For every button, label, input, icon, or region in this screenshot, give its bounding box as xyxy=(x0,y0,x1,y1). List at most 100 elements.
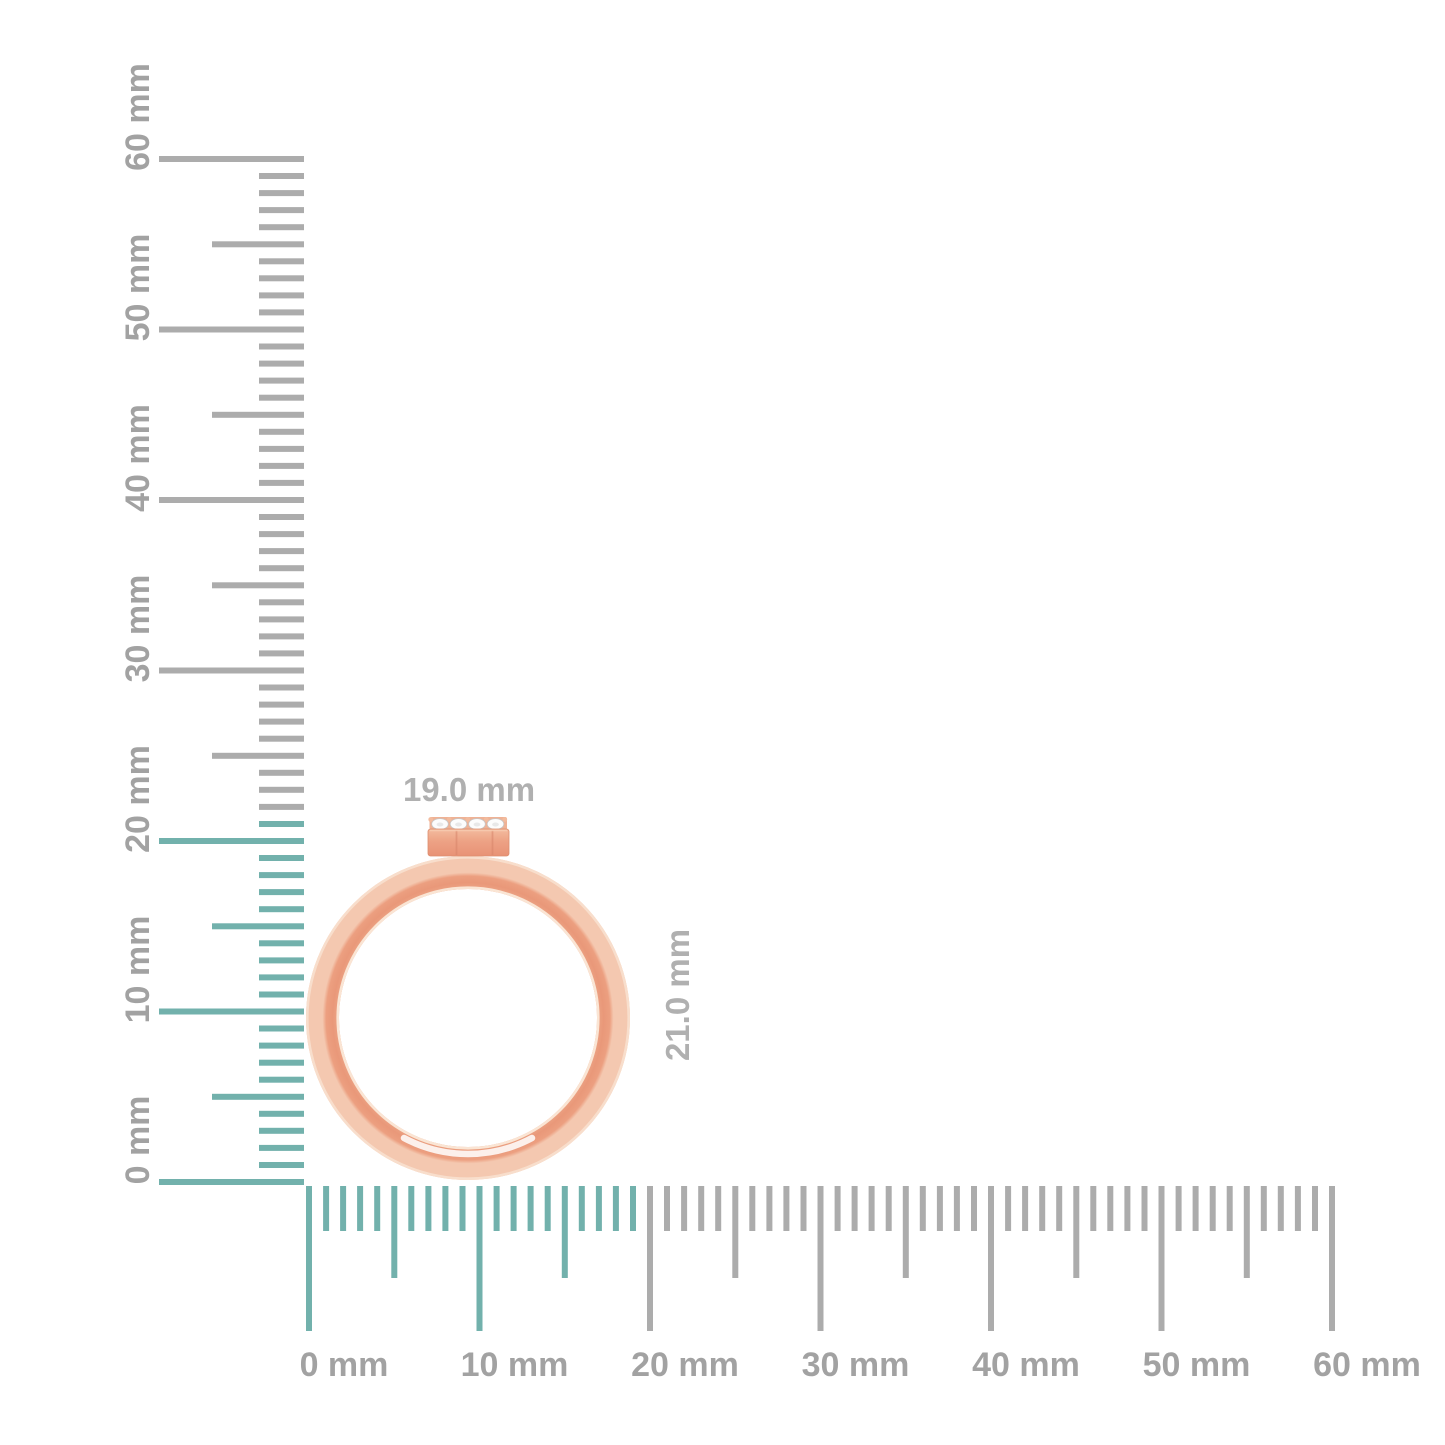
ruler-tick-horizontal-50mm xyxy=(1158,1186,1165,1331)
ruler-tick-horizontal-46mm xyxy=(1090,1186,1097,1231)
ruler-tick-vertical-30mm xyxy=(159,667,304,674)
ruler-tick-horizontal-33mm xyxy=(868,1186,875,1231)
ruler-tick-horizontal-35mm xyxy=(902,1186,909,1278)
vertical-ruler-label-30mm: 30 mm xyxy=(119,575,157,683)
ruler-tick-horizontal-44mm xyxy=(1056,1186,1063,1231)
prong-1 xyxy=(446,817,452,822)
ruler-tick-horizontal-36mm xyxy=(919,1186,926,1231)
vertical-ruler-label-20mm: 20 mm xyxy=(119,745,157,853)
diamond-facet-1 xyxy=(436,822,444,827)
horizontal-ruler-label-50mm: 50 mm xyxy=(1143,1346,1251,1384)
ruler-tick-vertical-3mm xyxy=(259,1127,304,1134)
ring-head xyxy=(427,817,510,857)
ruler-tick-vertical-6mm xyxy=(259,1076,304,1083)
diamond-facet-3 xyxy=(473,822,481,827)
ruler-tick-vertical-46mm xyxy=(259,394,304,401)
ruler-tick-vertical-42mm xyxy=(259,462,304,469)
ruler-tick-vertical-16mm xyxy=(259,906,304,913)
ruler-tick-horizontal-5mm xyxy=(391,1186,398,1278)
ruler-tick-vertical-10mm xyxy=(159,1008,304,1015)
ruler-tick-vertical-9mm xyxy=(259,1025,304,1032)
ruler-tick-horizontal-12mm xyxy=(510,1186,517,1231)
ruler-tick-vertical-48mm xyxy=(259,360,304,367)
ruler-tick-horizontal-30mm xyxy=(817,1186,824,1331)
ruler-tick-horizontal-21mm xyxy=(664,1186,670,1231)
ruler-tick-horizontal-27mm xyxy=(766,1186,773,1231)
ruler-tick-vertical-25mm xyxy=(212,752,304,759)
width-dimension-label: 19.0 mm xyxy=(403,771,535,808)
vertical-ruler-label-0mm: 0 mm xyxy=(119,1096,157,1185)
ruler-tick-horizontal-22mm xyxy=(681,1186,688,1231)
ring-band-bottom-highlight xyxy=(400,1134,536,1158)
dimension-annotations: 19.0 mm 21.0 mm xyxy=(403,771,696,1061)
diamond-facet-4 xyxy=(492,822,499,827)
ruler-tick-horizontal-59mm xyxy=(1312,1186,1318,1231)
ruler-tick-vertical-35mm xyxy=(212,582,304,589)
ruler-tick-horizontal-24mm xyxy=(715,1186,722,1231)
vertical-ruler-label-10mm: 10 mm xyxy=(119,916,157,1024)
ruler-tick-vertical-38mm xyxy=(259,531,304,538)
ruler-tick-vertical-59mm xyxy=(259,173,304,179)
ruler-tick-horizontal-14mm xyxy=(544,1186,551,1231)
horizontal-ruler-label-0mm: 0 mm xyxy=(300,1346,389,1384)
ruler-tick-vertical-13mm xyxy=(259,957,304,964)
ruler-tick-vertical-43mm xyxy=(259,445,304,452)
ruler-tick-horizontal-54mm xyxy=(1226,1186,1233,1231)
ring-band-outer-rim xyxy=(305,855,630,1180)
diamond-facet-2 xyxy=(455,822,462,827)
ruler-tick-horizontal-8mm xyxy=(442,1186,449,1231)
ruler-tick-vertical-27mm xyxy=(259,718,304,725)
ruler-tick-vertical-20mm xyxy=(159,838,304,844)
ruler-tick-horizontal-23mm xyxy=(698,1186,705,1231)
ruler-tick-vertical-14mm xyxy=(259,940,304,947)
ruler-tick-horizontal-1mm xyxy=(323,1186,330,1231)
ruler-tick-vertical-15mm xyxy=(212,923,304,930)
ruler-tick-vertical-60mm xyxy=(159,156,304,162)
ruler-tick-vertical-18mm xyxy=(259,872,304,879)
horizontal-ruler-label-20mm: 20 mm xyxy=(631,1346,739,1384)
ruler-tick-horizontal-42mm xyxy=(1022,1186,1029,1231)
ruler-tick-vertical-37mm xyxy=(259,548,304,555)
prong-2 xyxy=(465,817,471,822)
ruler-tick-vertical-4mm xyxy=(259,1110,304,1117)
ruler-tick-vertical-36mm xyxy=(259,565,304,572)
ruler-tick-vertical-50mm xyxy=(159,326,304,333)
ring-band-inner-rim xyxy=(336,886,600,1150)
vertical-ruler-labels: 0 mm 10 mm 20 mm 30 mm 40 mm 50 mm 60 mm xyxy=(119,63,157,1184)
ring-band xyxy=(306,856,630,1180)
ruler-tick-horizontal-25mm xyxy=(732,1186,739,1278)
horizontal-ruler-labels: 0 mm 10 mm 20 mm 30 mm 40 mm 50 mm 60 mm xyxy=(300,1346,1421,1384)
ruler-tick-horizontal-2mm xyxy=(340,1186,347,1231)
vertical-ruler-label-50mm: 50 mm xyxy=(119,234,157,342)
ruler-tick-vertical-58mm xyxy=(259,190,304,197)
ruler-tick-vertical-51mm xyxy=(259,309,304,316)
ruler-tick-horizontal-16mm xyxy=(578,1186,585,1231)
ruler-tick-vertical-56mm xyxy=(259,224,304,231)
ruler-tick-horizontal-40mm xyxy=(988,1186,994,1331)
ruler-tick-vertical-17mm xyxy=(259,889,304,896)
ruler-tick-vertical-32mm xyxy=(259,633,304,640)
ruler-tick-horizontal-32mm xyxy=(851,1186,858,1231)
ruler-tick-horizontal-29mm xyxy=(800,1186,807,1231)
ruler-tick-vertical-31mm xyxy=(259,650,304,657)
ruler-tick-vertical-23mm xyxy=(259,786,304,793)
ruler-tick-horizontal-13mm xyxy=(527,1186,534,1231)
ruler-tick-vertical-53mm xyxy=(259,275,304,282)
ruler-tick-vertical-54mm xyxy=(259,258,304,265)
vertical-ruler-label-40mm: 40 mm xyxy=(119,404,157,512)
ruler-tick-vertical-29mm xyxy=(259,684,304,691)
horizontal-ruler-label-40mm: 40 mm xyxy=(972,1346,1080,1384)
ruler-tick-vertical-47mm xyxy=(259,377,304,384)
ruler-tick-vertical-1mm xyxy=(259,1162,304,1168)
diamond-row xyxy=(428,817,508,830)
ruler-tick-horizontal-43mm xyxy=(1039,1186,1046,1231)
horizontal-ruler-label-30mm: 30 mm xyxy=(802,1346,910,1384)
ruler-tick-horizontal-39mm xyxy=(971,1186,977,1231)
ruler-tick-vertical-33mm xyxy=(259,616,304,623)
ruler-tick-vertical-19mm xyxy=(259,855,304,861)
ruler-tick-horizontal-45mm xyxy=(1073,1186,1080,1278)
ruler-tick-vertical-44mm xyxy=(259,428,304,435)
horizontal-ruler-label-10mm: 10 mm xyxy=(461,1346,569,1384)
ruler-tick-horizontal-49mm xyxy=(1141,1186,1148,1231)
prong-3 xyxy=(483,817,489,822)
